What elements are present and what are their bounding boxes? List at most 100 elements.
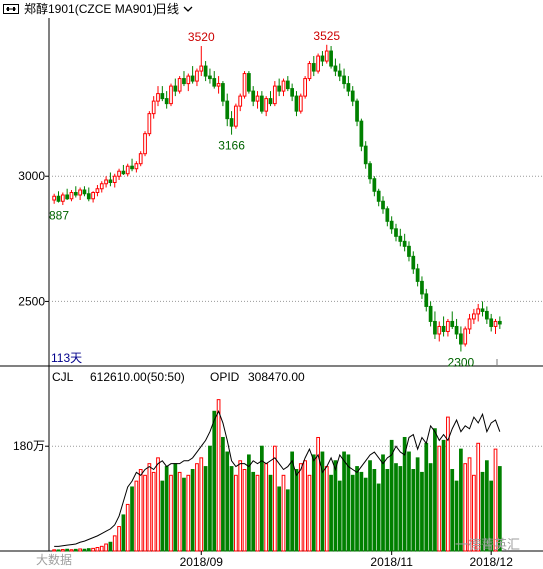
- candle: [160, 86, 165, 102]
- candle-body: [467, 318, 472, 330]
- candle: [415, 263, 420, 287]
- volume-bar: [342, 451, 346, 552]
- volume-bar: [125, 503, 130, 552]
- candle: [459, 326, 463, 352]
- period-selector[interactable]: 日线: [155, 2, 180, 16]
- candle-body: [359, 120, 364, 147]
- volume-bar: [277, 486, 282, 552]
- volume-bar: [350, 474, 355, 552]
- volume-bar: [394, 463, 398, 552]
- volume-bar: [463, 463, 468, 552]
- volume-bar: [320, 451, 325, 552]
- candle-body: [69, 192, 74, 200]
- candle-body: [238, 95, 243, 107]
- volume-bar: [281, 474, 286, 552]
- candle-body: [303, 78, 307, 97]
- candle-body: [82, 189, 87, 195]
- candle: [173, 78, 178, 97]
- candle-body: [156, 93, 160, 102]
- candle: [242, 71, 247, 99]
- volume-bar: [156, 457, 160, 552]
- candle-body: [130, 165, 134, 170]
- candle-body: [389, 220, 394, 230]
- candle-body: [225, 100, 230, 120]
- candle: [272, 81, 277, 107]
- chevron-down-icon[interactable]: [183, 4, 193, 14]
- candle-body: [234, 105, 238, 127]
- candle-body: [177, 78, 182, 92]
- candle: [216, 76, 221, 94]
- volume-bar: [493, 448, 498, 552]
- candle: [493, 318, 498, 334]
- candle-body: [355, 100, 359, 122]
- candle-body: [56, 195, 61, 202]
- volume-bar: [138, 469, 143, 552]
- candle: [82, 186, 87, 197]
- candle: [229, 111, 234, 135]
- volume-bar: [329, 474, 333, 552]
- volume-bar: [52, 549, 57, 552]
- candle-body: [259, 95, 264, 112]
- candle: [259, 91, 264, 114]
- volume-bar: [450, 469, 455, 552]
- volume-legend-item: 308470.00: [248, 370, 305, 384]
- candle-body: [424, 293, 429, 307]
- candle-body: [311, 63, 316, 72]
- candle: [407, 241, 411, 262]
- candle-body: [437, 325, 442, 335]
- volume-bar: [86, 548, 91, 552]
- candle: [56, 191, 61, 203]
- candle-body: [182, 78, 186, 85]
- candle: [441, 316, 446, 337]
- candle: [238, 93, 243, 112]
- candle: [307, 61, 312, 82]
- candle: [290, 83, 295, 102]
- x-tick-label: 2018/09: [180, 555, 224, 569]
- candle: [285, 76, 290, 92]
- volume-bar: [433, 428, 437, 552]
- volume-bar: [56, 549, 61, 552]
- candle-body: [112, 175, 117, 183]
- volume-bar: [407, 451, 411, 552]
- volume-bar: [402, 436, 407, 552]
- candle: [376, 188, 381, 207]
- candle-body: [151, 100, 156, 115]
- volume-bar: [290, 451, 295, 552]
- volume-bar: [104, 543, 108, 552]
- candle: [134, 161, 139, 173]
- volume-bar: [363, 477, 368, 552]
- volume-bar: [251, 471, 256, 552]
- bar-count-label: 113天: [51, 351, 82, 365]
- candle-body: [164, 98, 169, 105]
- candle: [489, 313, 494, 332]
- volume-bar: [454, 480, 459, 552]
- watermark-left: 大数据: [36, 553, 73, 567]
- volume-bar: [195, 463, 199, 552]
- candle-body: [199, 65, 204, 72]
- candle-body: [65, 194, 70, 200]
- candle: [446, 318, 450, 337]
- candle: [251, 86, 256, 107]
- candle-body: [203, 65, 208, 77]
- volume-bar: [368, 460, 372, 552]
- volume-bar: [99, 545, 104, 552]
- candle: [95, 184, 100, 197]
- candle: [247, 71, 251, 94]
- candle: [138, 151, 143, 167]
- candle-body: [147, 113, 152, 135]
- volume-bar: [298, 463, 303, 552]
- candle: [320, 51, 325, 67]
- candle: [86, 187, 91, 202]
- volume-bar: [160, 480, 165, 552]
- candle-body: [247, 73, 251, 92]
- candle: [255, 91, 260, 109]
- candle-body: [450, 320, 455, 327]
- candle: [346, 76, 351, 97]
- volume-bar: [355, 466, 359, 552]
- chart-window-icon[interactable]: [3, 4, 19, 14]
- volume-bar: [337, 480, 342, 552]
- volume-bar: [164, 466, 169, 552]
- volume-bar: [294, 469, 299, 552]
